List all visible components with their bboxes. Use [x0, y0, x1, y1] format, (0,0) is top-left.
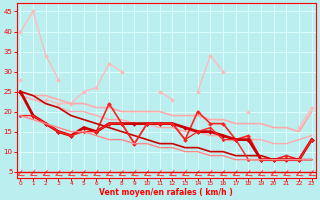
X-axis label: Vent moyen/en rafales ( km/h ): Vent moyen/en rafales ( km/h ): [99, 188, 233, 197]
